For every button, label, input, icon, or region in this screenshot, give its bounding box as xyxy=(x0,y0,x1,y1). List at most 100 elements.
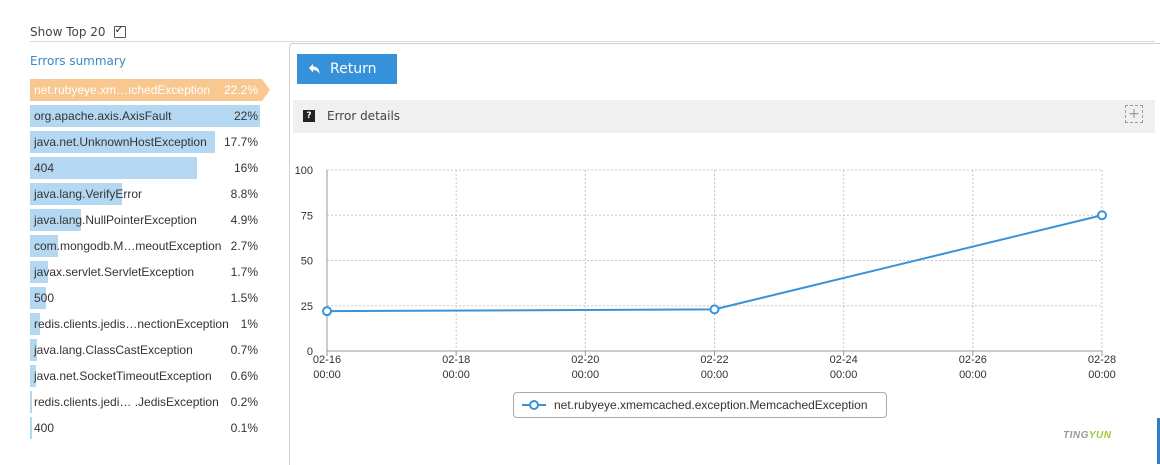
error-share-bar xyxy=(30,365,36,387)
error-trend-chart: 0 25 50 75 100 02-16 00:00 02-18 00:00 02-20 00:00… xyxy=(295,165,1116,381)
error-name: com.mongodb.M…meoutException xyxy=(34,239,222,253)
error-share-bar xyxy=(30,131,215,153)
error-summary-row[interactable]: java.net.SocketTimeoutException 0.6% xyxy=(30,364,270,388)
divider xyxy=(30,41,1155,42)
y-tick-label: 25 xyxy=(301,301,313,313)
x-tick-date: 02-28 xyxy=(1088,354,1116,366)
x-tick-time: 00:00 xyxy=(701,369,729,381)
x-tick-time: 00:00 xyxy=(959,369,987,381)
show-top-toggle[interactable]: Show Top 20 ✓ xyxy=(30,23,126,41)
error-name: 500 xyxy=(34,291,55,305)
x-tick-date: 02-18 xyxy=(442,354,470,366)
error-share-bar xyxy=(30,79,262,101)
scroll-edge xyxy=(1157,418,1160,464)
brand-logo: TINGYUN xyxy=(1063,430,1112,441)
legend-marker-icon xyxy=(522,400,546,410)
error-share-bar xyxy=(30,313,40,335)
return-button[interactable]: Return xyxy=(297,54,397,84)
brand-part1: TING xyxy=(1063,430,1089,441)
error-percentage: 0.2% xyxy=(230,395,258,409)
error-summary-row[interactable]: java.lang.NullPointerException 4.9% xyxy=(30,208,270,232)
error-percentage: 16% xyxy=(233,161,258,175)
error-share-bar xyxy=(30,157,197,179)
error-share-bar xyxy=(30,105,260,127)
error-summary-row[interactable]: com.mongodb.M…meoutException 2.7% xyxy=(30,234,270,258)
error-share-bar xyxy=(30,391,32,413)
brand-part2: YUN xyxy=(1088,430,1112,441)
error-percentage: 17.7% xyxy=(223,135,258,149)
error-name: net.rubyeye.xm…ıchedException xyxy=(34,83,211,97)
legend-series-label: net.rubyeye.xmemcached.exception.Memcach… xyxy=(554,398,868,412)
plus-icon[interactable]: + xyxy=(1125,105,1143,123)
y-tick-label: 100 xyxy=(295,165,313,177)
x-tick-time: 00:00 xyxy=(572,369,600,381)
error-summary-row[interactable]: java.lang.VerifyError 8.8% xyxy=(30,182,270,206)
error-share-bar xyxy=(30,235,58,257)
data-point xyxy=(709,304,720,315)
error-name: redis.clients.jedi… .JedisException xyxy=(34,395,219,409)
error-percentage: 0.7% xyxy=(230,343,258,357)
errors-list: net.rubyeye.xm…ıchedException 22.2% org.ap… xyxy=(30,78,270,442)
error-share-bar xyxy=(30,287,46,309)
error-summary-row[interactable]: redis.clients.jedi… .JedisException 0.2% xyxy=(30,390,270,414)
show-top-checkbox[interactable]: ✓ xyxy=(113,23,126,38)
error-details-header: ? Error details + xyxy=(293,100,1155,133)
error-share-bar xyxy=(30,339,37,361)
x-tick-date: 02-22 xyxy=(700,354,728,366)
x-tick-time: 00:00 xyxy=(313,369,341,381)
error-summary-row[interactable]: java.net.UnknownHostException 17.7% xyxy=(30,130,270,154)
error-name: redis.clients.jedis…nectionException xyxy=(34,317,229,331)
error-name: 404 xyxy=(34,161,55,175)
error-name: 400 xyxy=(34,421,55,435)
data-point xyxy=(322,306,332,317)
error-name: java.lang.VerifyError xyxy=(34,187,143,201)
help-icon[interactable]: ? xyxy=(303,110,315,122)
chart-legend[interactable]: net.rubyeye.xmemcached.exception.Memcach… xyxy=(513,392,887,418)
error-summary-row[interactable]: 404 16% xyxy=(30,156,270,180)
show-top-label: Show Top 20 xyxy=(30,25,106,39)
error-percentage: 1% xyxy=(240,317,258,331)
error-name: org.apache.axis.AxisFault xyxy=(34,109,172,123)
return-arrow-icon xyxy=(309,64,320,74)
error-name: java.lang.ClassCastException xyxy=(34,343,193,357)
x-tick-date: 02-24 xyxy=(830,354,858,366)
error-share-bar xyxy=(30,261,48,283)
error-percentage: 2.7% xyxy=(230,239,258,253)
error-name: java.net.UnknownHostException xyxy=(34,135,207,149)
x-tick-time: 00:00 xyxy=(830,369,858,381)
return-label: Return xyxy=(330,61,377,77)
error-name: java.lang.NullPointerException xyxy=(34,213,197,227)
x-tick-date: 02-16 xyxy=(313,354,341,366)
error-summary-row[interactable]: redis.clients.jedis…nectionException 1% xyxy=(30,312,270,336)
error-share-bar xyxy=(30,417,32,439)
error-share-bar xyxy=(30,209,81,231)
error-percentage: 22.2% xyxy=(223,83,258,97)
error-percentage: 1.7% xyxy=(230,265,258,279)
selected-arrow xyxy=(262,79,270,101)
error-percentage: 1.5% xyxy=(230,291,258,305)
error-share-bar xyxy=(30,183,122,205)
x-tick-date: 02-26 xyxy=(959,354,987,366)
y-tick-label: 50 xyxy=(301,256,313,268)
data-point xyxy=(1097,210,1107,221)
x-tick-date: 02-20 xyxy=(571,354,599,366)
y-tick-label: 75 xyxy=(301,210,313,222)
error-summary-row[interactable]: org.apache.axis.AxisFault 22% xyxy=(30,104,270,128)
error-percentage: 8.8% xyxy=(230,187,258,201)
errors-summary-title: Errors summary xyxy=(30,54,126,68)
error-name: java.net.SocketTimeoutException xyxy=(34,369,212,383)
x-tick-time: 00:00 xyxy=(1088,369,1116,381)
error-summary-row[interactable]: java.lang.ClassCastException 0.7% xyxy=(30,338,270,362)
error-summary-row[interactable]: javax.servlet.ServletException 1.7% xyxy=(30,260,270,284)
x-tick-time: 00:00 xyxy=(442,369,470,381)
y-tick-label: 0 xyxy=(307,346,313,358)
check-icon: ✓ xyxy=(114,23,124,36)
error-summary-row[interactable]: 500 1.5% xyxy=(30,286,270,310)
detail-panel xyxy=(289,43,1160,465)
error-details-title: Error details xyxy=(327,109,401,123)
error-summary-row[interactable]: 400 0.1% xyxy=(30,416,270,440)
error-summary-row[interactable]: net.rubyeye.xm…ıchedException 22.2% xyxy=(30,78,270,102)
error-percentage: 0.6% xyxy=(230,369,258,383)
error-percentage: 22% xyxy=(233,109,258,123)
error-percentage: 4.9% xyxy=(230,213,258,227)
